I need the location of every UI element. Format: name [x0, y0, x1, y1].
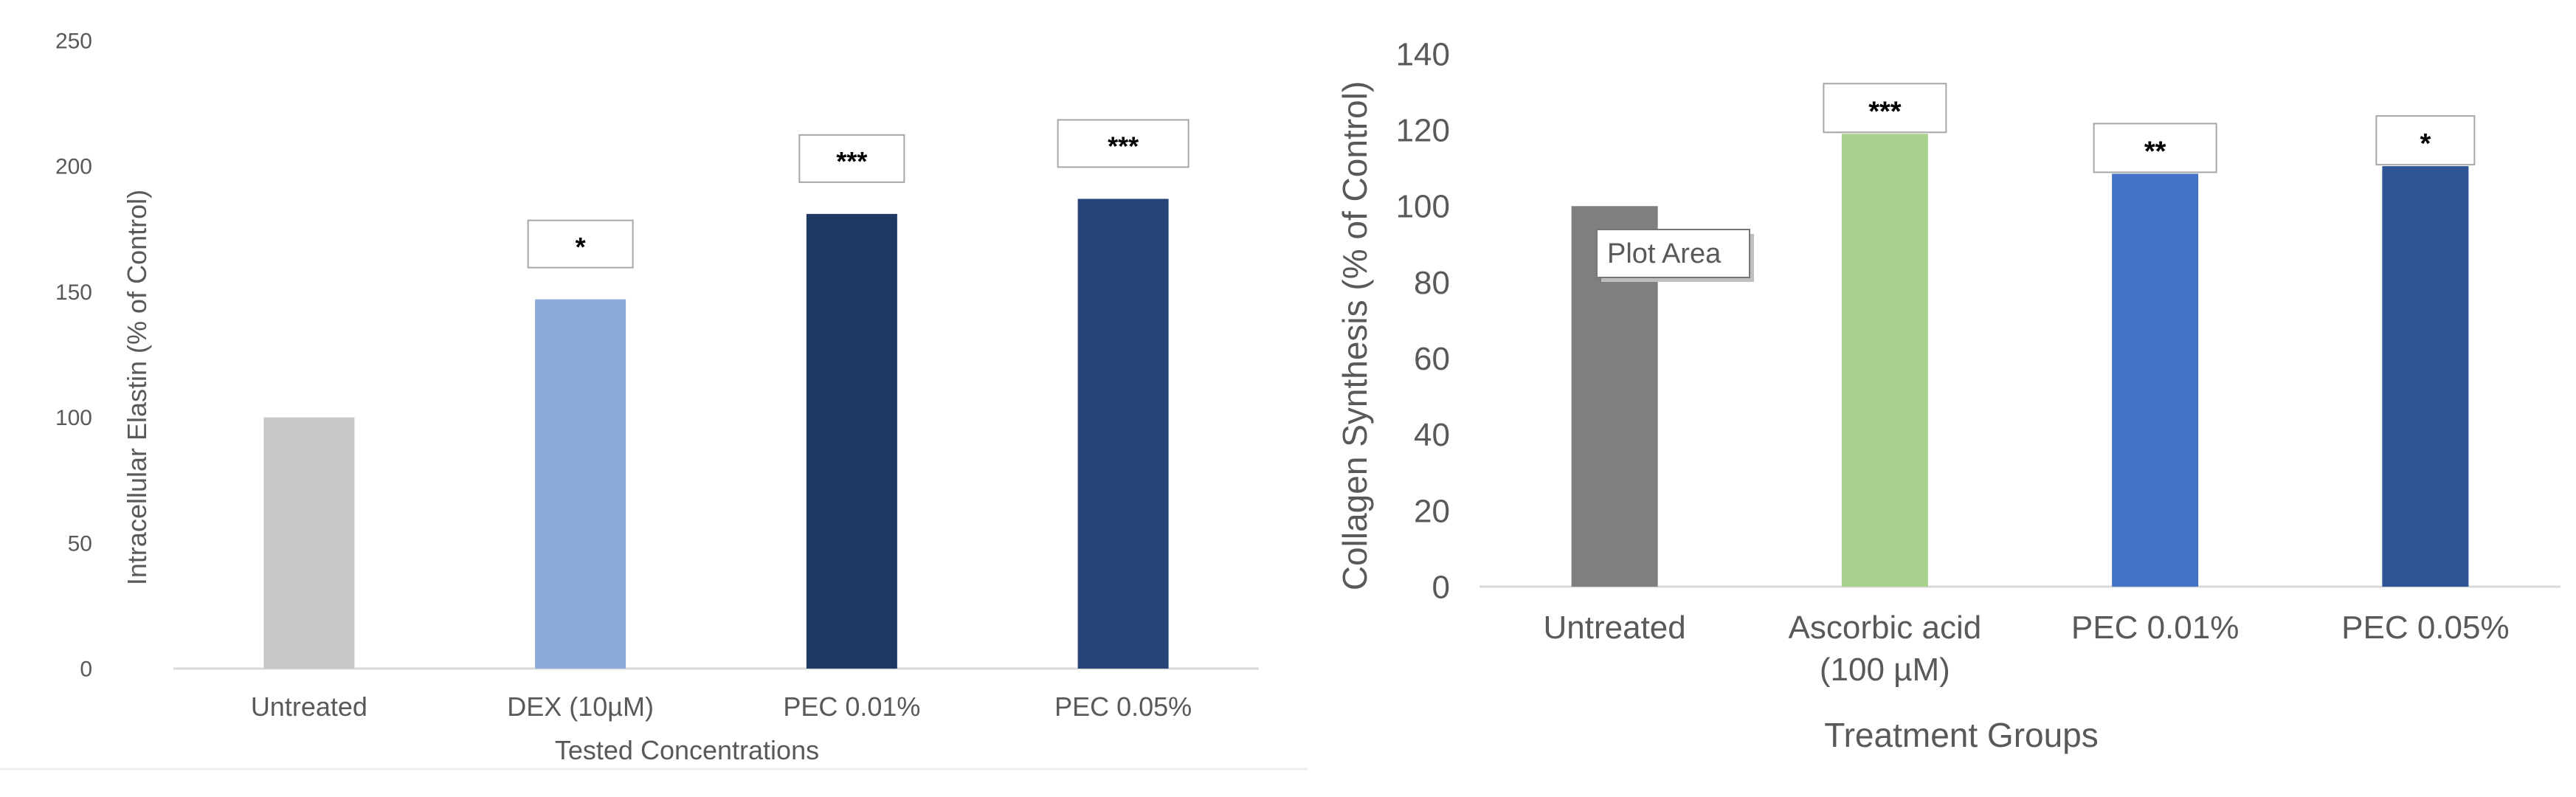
elastin-significance-box — [527, 219, 634, 269]
plot-area-tooltip: Plot Area — [1596, 229, 1754, 282]
elastin-significance-label: *** — [836, 146, 867, 176]
elastin-y-tick-labels: 0 50 100 150 200 250 — [55, 30, 92, 682]
collagen-significance-box — [1823, 83, 1947, 134]
collagen-y-tick-label: 100 — [1396, 189, 1450, 225]
elastin-significance-box — [1057, 119, 1189, 168]
elastin-bars — [263, 199, 1169, 669]
elastin-y-axis-title: Intracellular Elastin (% of Control) — [122, 190, 152, 585]
collagen-x-axis-title: Treatment Groups — [1824, 716, 2099, 754]
collagen-y-tick-label: 120 — [1396, 113, 1450, 149]
collagen-category-label: PEC 0.05% — [2341, 610, 2509, 646]
elastin-y-tick-label: 50 — [68, 531, 92, 556]
collagen-significance-label: ** — [2144, 137, 2166, 168]
collagen-y-tick-label: 80 — [1414, 265, 1450, 301]
elastin-category-label: PEC 0.01% — [783, 691, 920, 722]
plot-area-tooltip-text: Plot Area — [1607, 238, 1722, 269]
collagen-y-tick-label: 40 — [1414, 417, 1450, 453]
collagen-category-label: Ascorbic acid — [1789, 610, 1982, 646]
collagen-significance-label: *** — [1868, 96, 1902, 127]
elastin-bar — [535, 299, 626, 669]
elastin-significance-markers: **** *** — [527, 119, 1189, 269]
collagen-y-tick-label: 140 — [1396, 36, 1450, 72]
elastin-category-labels: Untreated DEX (10µM) PEC 0.01% PEC 0.05% — [251, 691, 1192, 722]
elastin-category-label: PEC 0.05% — [1054, 691, 1192, 722]
plot-area-tooltip-box — [1596, 229, 1750, 278]
elastin-category-label: DEX (10µM) — [507, 691, 654, 722]
elastin-y-tick-label: 250 — [55, 30, 92, 54]
elastin-bar — [263, 417, 355, 669]
elastin-significance-label: *** — [1108, 131, 1139, 162]
elastin-significance-box — [798, 134, 905, 183]
elastin-y-tick-label: 100 — [55, 406, 92, 430]
elastin-y-tick-label: 150 — [55, 280, 92, 305]
collagen-bar — [1841, 134, 1928, 587]
collagen-significance-markers: ***** * — [1823, 83, 2476, 173]
collagen-category-label: (100 µM) — [1820, 652, 1950, 688]
collagen-significance-label: * — [2420, 128, 2431, 159]
collagen-category-labels: Untreated Ascorbic acid (100 µM) PEC 0.01% P… — [1544, 610, 2510, 688]
collagen-bars — [1571, 134, 2469, 587]
elastin-x-axis-title: Tested Concentrations — [555, 735, 819, 765]
collagen-category-label: Untreated — [1544, 610, 1686, 646]
elastin-significance-label: * — [576, 232, 586, 262]
collagen-y-tick-label: 60 — [1414, 341, 1450, 377]
elastin-y-tick-label: 0 — [80, 658, 92, 682]
collagen-category-label: PEC 0.01% — [2071, 610, 2239, 646]
collagen-y-axis-title: Collagen Synthesis (% of Control) — [1336, 81, 1374, 590]
collagen-bar — [2112, 173, 2199, 587]
collagen-y-tick-labels: 0 20 40 60 80 100 120 140 — [1396, 36, 1450, 605]
collagen-y-tick-label: 0 — [1432, 569, 1450, 605]
collagen-significance-box — [2093, 123, 2217, 173]
elastin-bar — [806, 213, 897, 669]
collagen-significance-box — [2375, 115, 2476, 166]
collagen-y-tick-label: 20 — [1414, 493, 1450, 529]
collagen-bar — [2382, 166, 2469, 587]
elastin-category-label: Untreated — [251, 691, 367, 722]
elastin-bar — [1077, 199, 1169, 669]
elastin-y-tick-label: 200 — [55, 155, 92, 179]
